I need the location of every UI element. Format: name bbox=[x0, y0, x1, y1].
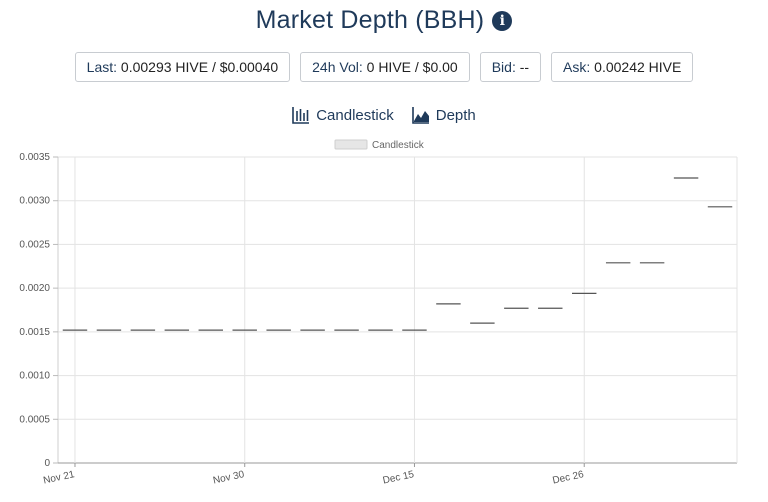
stats-bar: Last: 0.00293 HIVE / $0.00040 24h Vol: 0… bbox=[0, 52, 768, 82]
tab-depth-label: Depth bbox=[435, 106, 476, 124]
y-tick-label: 0.0015 bbox=[19, 327, 50, 338]
stat-last[interactable]: Last: 0.00293 HIVE / $0.00040 bbox=[74, 52, 291, 82]
y-tick-label: 0 bbox=[44, 458, 50, 469]
stat-last-value: 0.00293 HIVE / $0.00040 bbox=[120, 59, 279, 75]
x-tick-label: Dec 15 bbox=[382, 469, 416, 486]
stat-ask-value: 0.00242 HIVE bbox=[594, 59, 682, 75]
y-tick-label: 0.0010 bbox=[19, 371, 50, 382]
stat-24h-vol[interactable]: 24h Vol: 0 HIVE / $0.00 bbox=[300, 52, 470, 82]
y-tick-label: 0.0020 bbox=[19, 283, 50, 294]
chart-legend: Candlestick bbox=[334, 139, 425, 151]
stat-24h-vol-label: 24h Vol: bbox=[312, 59, 363, 75]
stat-bid-value: -- bbox=[519, 59, 530, 75]
stat-ask[interactable]: Ask: 0.00242 HIVE bbox=[551, 52, 694, 82]
tab-candlestick-label: Candlestick bbox=[316, 106, 394, 124]
y-tick-label: 0.0025 bbox=[19, 239, 50, 250]
info-circle-icon[interactable]: i bbox=[492, 10, 513, 31]
y-tick-label: 0.0030 bbox=[19, 196, 50, 207]
candlestick-chart-icon bbox=[292, 107, 310, 124]
stat-24h-vol-value: 0 HIVE / $0.00 bbox=[366, 59, 458, 75]
x-tick-label: Dec 26 bbox=[552, 469, 586, 486]
stat-bid[interactable]: Bid: -- bbox=[479, 52, 542, 82]
x-tick-label: Nov 21 bbox=[42, 469, 76, 486]
tab-candlestick[interactable]: Candlestick bbox=[292, 106, 394, 124]
x-tick-label: Nov 30 bbox=[212, 469, 246, 486]
legend-swatch bbox=[334, 139, 368, 150]
tab-depth[interactable]: Depth bbox=[411, 106, 476, 124]
depth-chart-icon bbox=[411, 107, 429, 124]
legend-label: Candlestick bbox=[372, 140, 425, 151]
y-tick-label: 0.0005 bbox=[19, 414, 50, 425]
stat-ask-label: Ask: bbox=[563, 59, 591, 75]
title-row: Market Depth (BBH) i bbox=[0, 6, 768, 35]
page-title: Market Depth (BBH) bbox=[255, 6, 485, 34]
chart-tabs: Candlestick Depth bbox=[0, 106, 768, 124]
stat-bid-label: Bid: bbox=[491, 59, 516, 75]
y-tick-label: 0.0035 bbox=[19, 152, 50, 163]
stat-last-label: Last: bbox=[86, 59, 118, 75]
